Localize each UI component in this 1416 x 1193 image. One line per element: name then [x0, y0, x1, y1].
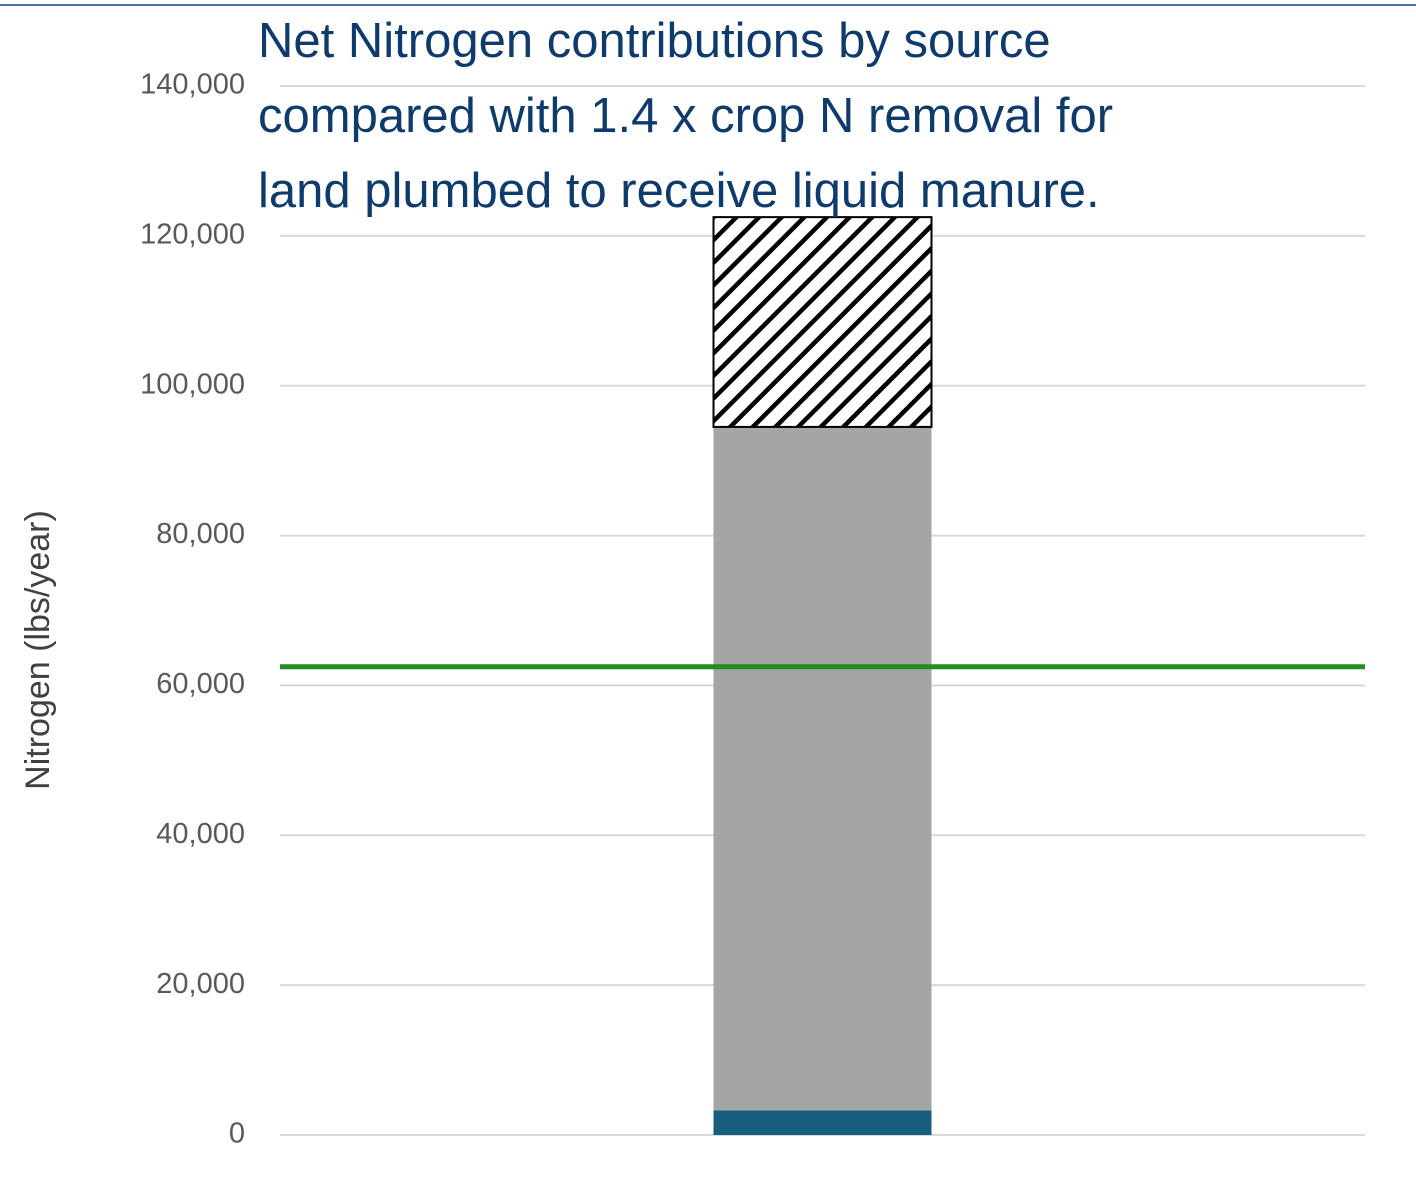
- y-tick-label: 20,000: [156, 968, 245, 1000]
- bar-segment: [712, 216, 933, 428]
- bar-segment: [713, 426, 932, 1111]
- y-axis-label: Nitrogen (lbs/year): [19, 510, 57, 790]
- y-tick-label: 60,000: [156, 668, 245, 700]
- bar-segment: [713, 1110, 932, 1135]
- y-tick-label: 100,000: [140, 368, 245, 400]
- chart-title: Net Nitrogen contributions by source com…: [258, 14, 1114, 218]
- y-tick-label: 80,000: [156, 518, 245, 550]
- y-tick-label: 120,000: [140, 219, 245, 251]
- y-tick-label: 0: [229, 1118, 245, 1150]
- y-tick-label: 140,000: [140, 69, 245, 101]
- y-tick-label: 40,000: [156, 818, 245, 850]
